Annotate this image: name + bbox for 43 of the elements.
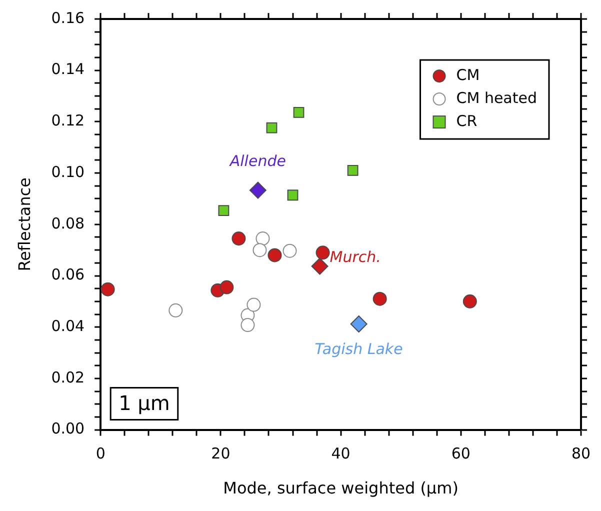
point [316,246,330,260]
point [168,303,183,318]
point [266,122,278,134]
point [372,292,387,306]
y-tick-label: 0.08 [51,214,85,232]
y-tick-label: 0.04 [51,316,85,335]
point [220,280,234,294]
point [232,232,246,246]
legend-label: CR [456,112,478,130]
point [462,294,477,308]
y-axis-title: Reflectance [14,177,34,272]
point [256,232,270,246]
point [287,190,298,201]
point [218,205,230,216]
annotation: Tagish Lake [314,340,403,358]
point [350,316,368,333]
x-tick-label: 80 [571,444,591,463]
annotation: Murch. [330,248,381,266]
annotation: 1 μm [118,391,170,416]
y-tick-label: 0.14 [51,60,85,78]
x-tick-label: 60 [451,444,470,463]
point [240,318,255,332]
point [268,248,282,262]
y-tick-label: 0.12 [51,112,85,130]
x-tick-label: 40 [331,444,350,463]
point [246,298,261,312]
y-tick-label: 0.06 [51,266,85,284]
annotation: Allende [228,152,286,170]
y-tick-label: 0.10 [51,162,85,181]
x-axis-title: Mode, surface weighted (μm) [223,478,458,498]
point [282,244,297,258]
x-tick-label: 20 [211,444,230,463]
y-tick-label: 0.16 [51,8,85,27]
point [100,282,115,296]
legend-label: CM heated [456,88,538,107]
legend-label: CM [456,66,480,84]
point [293,107,304,118]
y-tick-label: 0.00 [51,420,85,438]
x-tick-label: 0 [96,444,106,463]
point [249,182,266,199]
y-tick-label: 0.02 [51,368,85,386]
point [252,243,267,258]
point [347,165,358,176]
